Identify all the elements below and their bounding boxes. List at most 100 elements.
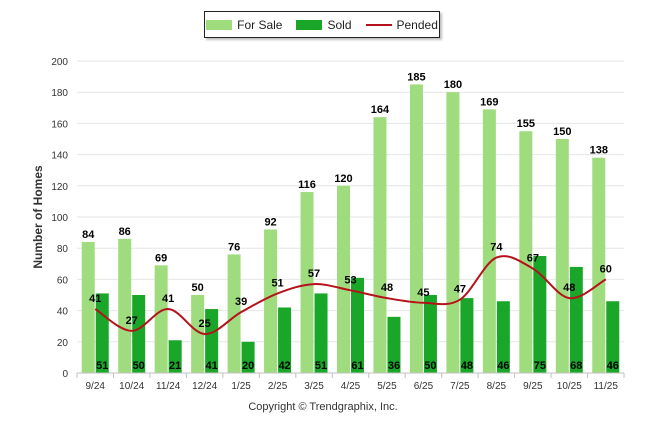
label-pended: 74 [490,242,503,254]
bar-for-sale [227,254,241,373]
bar-sold [606,301,620,373]
x-tick-label: 11/25 [594,381,619,392]
y-axis-title: Number of Homes [31,165,45,269]
x-tick-label: 9/24 [85,381,105,392]
bar-for-sale [446,92,460,373]
legend-item-for-sale[interactable]: For Sale [206,18,282,32]
x-tick-label: 12/24 [192,381,217,392]
bar-for-sale [337,185,350,373]
x-tick-label: 10/24 [119,381,144,392]
label-for-sale: 120 [334,173,352,185]
label-sold: 36 [388,360,400,372]
label-for-sale: 50 [192,282,204,294]
bar-sold [351,277,364,373]
y-tick-label-160: 160 [51,119,68,130]
bar-sold [387,316,401,373]
label-sold: 46 [497,360,509,372]
bar-for-sale [482,109,496,374]
label-pended: 48 [381,282,393,294]
label-sold: 48 [461,360,473,372]
y-tick-label-200: 200 [51,57,68,68]
x-tick-label: 6/25 [414,381,434,392]
bar-sold [569,266,583,373]
y-tick-label-0: 0 [62,369,68,380]
legend-label-for-sale: For Sale [237,17,283,32]
bar-for-sale [519,131,533,373]
x-tick-label: 1/25 [231,381,251,392]
label-for-sale: 84 [82,229,95,241]
x-tick-label: 8/25 [487,381,507,392]
legend-swatch-for-sale [206,19,233,30]
bar-for-sale [191,295,205,373]
bar-for-sale [264,229,278,373]
bar-sold [95,293,109,373]
bar-for-sale [373,117,387,373]
label-sold: 61 [351,360,363,372]
bar-for-sale [154,265,168,373]
copyright-text: Copyright © Trendgraphix, Inc. [248,401,398,413]
label-sold: 50 [424,360,436,372]
label-pended: 45 [417,287,429,299]
label-for-sale: 150 [553,126,571,138]
pended-line-layer [94,255,607,336]
legend-swatch-pended [365,23,392,26]
x-tick-label: 11/24 [156,381,181,392]
bar-for-sale [118,238,132,373]
label-pended: 67 [527,252,539,264]
bar-sold [205,309,219,373]
legend-item-sold[interactable]: Sold [296,18,352,32]
bar-sold [168,340,182,373]
bar-for-sale [409,84,423,374]
y-tick-label-20: 20 [57,338,69,349]
legend-swatch-sold [296,19,323,30]
x-tick-label: 10/25 [557,381,582,392]
label-for-sale: 92 [264,216,276,228]
bar-sold [278,307,292,373]
data-labels: 84 51 86 50 69 21 50 41 76 20 92 42 116 51 120 61 164 36 1… [82,71,619,372]
y-tick-label-80: 80 [57,244,69,255]
label-for-sale: 76 [228,241,240,253]
bar-for-sale [300,192,314,373]
bar-sold [496,301,510,373]
y-tick-label-140: 140 [51,151,68,162]
label-sold: 68 [570,360,582,372]
y-tick-label-60: 60 [57,275,69,286]
x-tick-label: 2/25 [268,381,288,392]
label-for-sale: 180 [444,79,462,91]
y-tick-label-180: 180 [51,88,68,99]
label-for-sale: 86 [119,226,131,238]
label-for-sale: 69 [155,252,167,264]
bar-for-sale [592,157,606,373]
label-pended: 53 [344,274,356,286]
bar-sold [423,295,437,373]
label-pended: 51 [271,277,283,289]
label-for-sale: 185 [407,71,425,83]
label-sold: 51 [96,360,108,372]
label-pended: 57 [308,268,320,280]
legend: For Sale Sold Pended [204,11,440,38]
bar-for-sale [81,241,95,373]
label-pended: 39 [235,296,247,308]
label-pended: 25 [199,318,211,330]
label-pended: 27 [126,315,138,327]
label-sold: 21 [169,360,181,372]
x-tick-label: 4/25 [341,381,361,392]
y-tick-label-40: 40 [57,307,69,318]
bar-sold [132,295,146,373]
label-for-sale: 169 [480,96,498,108]
label-pended: 60 [600,263,612,275]
label-pended: 41 [162,293,174,305]
bar-for-sale [555,139,569,373]
y-tick-label-100: 100 [51,213,68,224]
bar-sold [460,298,474,373]
x-tick-label: 5/25 [377,381,397,392]
label-for-sale: 155 [517,118,535,130]
label-sold: 51 [315,360,327,372]
y-tick-label-120: 120 [51,182,68,193]
label-sold: 46 [607,360,619,372]
legend-label-pended: Pended [396,17,438,32]
legend-item-pended[interactable]: Pended [365,17,438,32]
label-pended: 48 [563,282,575,294]
